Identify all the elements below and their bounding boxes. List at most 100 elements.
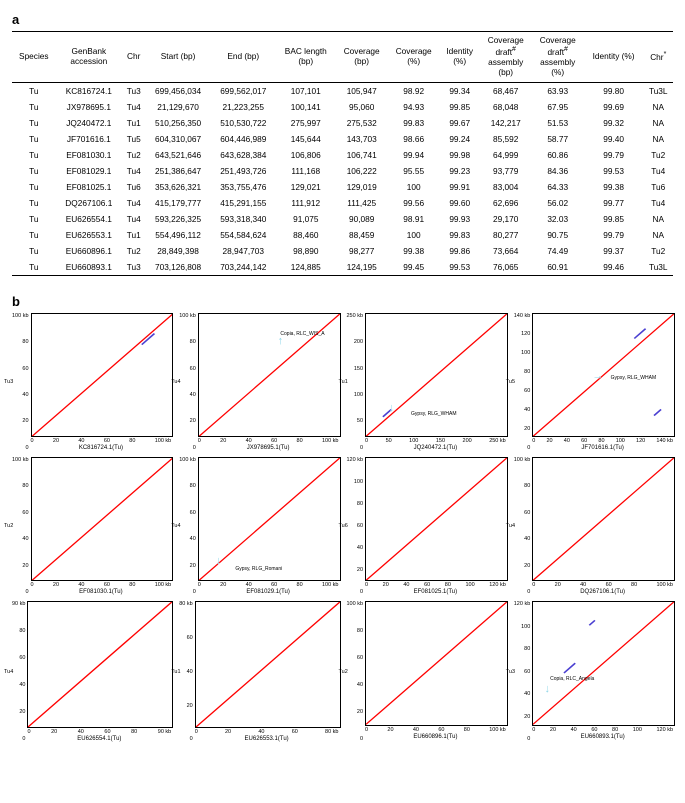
table-cell: NA <box>644 131 674 147</box>
table-cell: 105,947 <box>336 82 388 99</box>
x-axis: 020406080100 kb <box>31 437 172 444</box>
col-header: Chr <box>122 32 145 83</box>
table-cell: 99.60 <box>440 195 480 211</box>
table-row: TuEF081025.1Tu6353,626,321353,755,476129… <box>12 179 673 195</box>
table-row: TuJF701616.1Tu5604,310,067604,446,989145… <box>12 131 673 147</box>
col-header: Chr* <box>644 32 674 83</box>
y-axis-label: Tu4 <box>4 669 13 675</box>
table-cell: NA <box>644 211 674 227</box>
table-cell: EF081025.1 <box>56 179 122 195</box>
table-cell: EU626554.1 <box>56 211 122 227</box>
table-cell: 99.56 <box>388 195 440 211</box>
table-cell: 60.91 <box>532 259 584 276</box>
y-axis-label: Tu2 <box>4 523 13 529</box>
x-axis: 020406080100 kb <box>198 581 339 588</box>
y-axis-label: Tu4 <box>171 523 180 529</box>
dotplot: Tu490 kb80604020002040608090 kbEU626554.… <box>12 601 171 742</box>
table-cell: 143,703 <box>336 131 388 147</box>
table-row: TuJX978695.1Tu421,129,67021,223,255100,1… <box>12 99 673 115</box>
plot-area <box>365 601 508 725</box>
table-cell: Tu4 <box>122 99 145 115</box>
table-cell: 64.33 <box>532 179 584 195</box>
table-cell: 99.53 <box>584 163 644 179</box>
table-cell: NA <box>644 227 674 243</box>
plot-area <box>31 313 174 437</box>
table-cell: 145,644 <box>276 131 336 147</box>
plot-area <box>195 601 341 728</box>
col-header: Coveragedraft#assembly(bp) <box>480 32 532 83</box>
table-cell: 63.93 <box>532 82 584 99</box>
table-cell: 99.83 <box>440 227 480 243</box>
table-cell: Tu <box>12 115 56 131</box>
dotplot: Tu4100 kb806040200Gypsy, RLG_Romani↓0204… <box>179 457 338 595</box>
col-header: BAC length(bp) <box>276 32 336 83</box>
x-axis-caption: DQ267106.1(Tu) <box>532 589 673 595</box>
table-cell: 74.49 <box>532 243 584 259</box>
table-cell: 29,170 <box>480 211 532 227</box>
table-row: TuEF081029.1Tu4251,386,647251,493,726111… <box>12 163 673 179</box>
table-cell: Tu <box>12 243 56 259</box>
table-cell: 129,021 <box>276 179 336 195</box>
table-cell: 99.69 <box>584 99 644 115</box>
table-cell: 73,664 <box>480 243 532 259</box>
table-row: TuEU660893.1Tu3703,126,808703,244,142124… <box>12 259 673 276</box>
x-axis: 020406080100 kb <box>198 437 339 444</box>
y-axis: Tu5140 kb120100806040200 <box>514 313 533 451</box>
table-cell: 99.93 <box>440 211 480 227</box>
table-cell: 124,885 <box>276 259 336 276</box>
table-cell: 99.34 <box>440 82 480 99</box>
table-cell: 28,947,703 <box>211 243 276 259</box>
plot-area: Gypsy, RLG_WHAM→ <box>532 313 675 437</box>
col-header: Coverage(%) <box>388 32 440 83</box>
y-axis-label: Tu2 <box>339 669 348 675</box>
y-axis: Tu6120 kb100806040200 <box>347 457 366 595</box>
table-cell: 99.53 <box>440 259 480 276</box>
table-cell: 275,532 <box>336 115 388 131</box>
plot-grid: Tu3100 kb806040200020406080100 kbKC81672… <box>12 313 673 743</box>
dotplot: Tu5140 kb120100806040200Gypsy, RLG_WHAM→… <box>514 313 673 451</box>
table-cell: Tu <box>12 82 56 99</box>
x-axis: 020406080100120 kb <box>365 581 506 588</box>
table-cell: Tu <box>12 211 56 227</box>
table-cell: 64,999 <box>480 147 532 163</box>
y-axis: Tu3100 kb806040200 <box>12 313 31 451</box>
x-axis-caption: JF701616.1(Tu) <box>532 445 673 451</box>
table-cell: 106,222 <box>336 163 388 179</box>
table-cell: Tu <box>12 163 56 179</box>
table-cell: Tu1 <box>122 227 145 243</box>
table-cell: 98,890 <box>276 243 336 259</box>
table-cell: 88,459 <box>336 227 388 243</box>
table-cell: 99.77 <box>584 195 644 211</box>
table-cell: Tu3 <box>122 259 145 276</box>
table-cell: 593,226,325 <box>145 211 210 227</box>
table-cell: 142,217 <box>480 115 532 131</box>
y-axis-label: Tu4 <box>506 523 515 529</box>
table-cell: 67.95 <box>532 99 584 115</box>
table-cell: 129,019 <box>336 179 388 195</box>
table-cell: 56.02 <box>532 195 584 211</box>
table-cell: 111,912 <box>276 195 336 211</box>
table-cell: 99.46 <box>584 259 644 276</box>
table-cell: 76,065 <box>480 259 532 276</box>
table-row: TuEF081030.1Tu2643,521,646643,628,384106… <box>12 147 673 163</box>
table-cell: 510,256,350 <box>145 115 210 131</box>
arrow-icon: ↓ <box>389 403 395 414</box>
table-cell: Tu <box>12 179 56 195</box>
table-cell: Tu4 <box>644 163 674 179</box>
table-cell: 99.80 <box>584 82 644 99</box>
x-axis-caption: EF081025.1(Tu) <box>365 589 506 595</box>
table-cell: 99.83 <box>388 115 440 131</box>
table-cell: 84.36 <box>532 163 584 179</box>
table-cell: 90,089 <box>336 211 388 227</box>
table-cell: 643,628,384 <box>211 147 276 163</box>
plot-area <box>31 457 174 581</box>
plot-area: Copia, RLC_WIS_A↑ <box>198 313 341 437</box>
table-cell: Tu6 <box>122 179 145 195</box>
table-cell: 88,460 <box>276 227 336 243</box>
x-axis-caption: KC816724.1(Tu) <box>31 445 172 451</box>
table-cell: Tu2 <box>644 147 674 163</box>
table-cell: Tu <box>12 131 56 147</box>
x-axis-caption: EU660896.1(Tu) <box>365 734 506 740</box>
dotplot: Tu2100 kb806040200020406080100 kbEU66089… <box>347 601 506 742</box>
table-cell: EU660896.1 <box>56 243 122 259</box>
